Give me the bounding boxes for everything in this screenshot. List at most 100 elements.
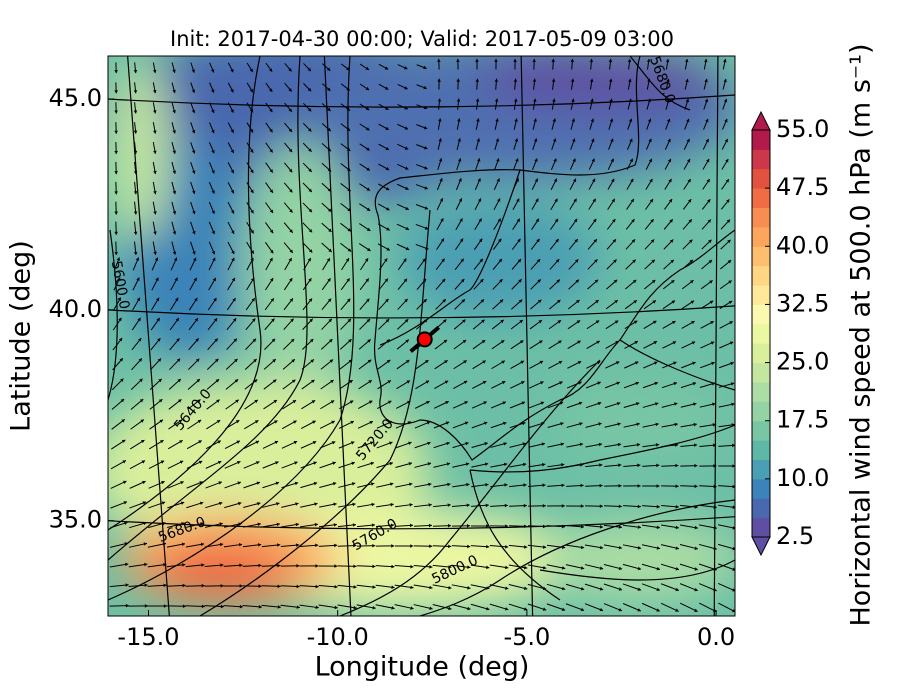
y-tick-label: 35.0 [49, 506, 102, 534]
arrow-head [371, 523, 375, 527]
arrow-head [685, 98, 690, 103]
arrow-head [270, 298, 274, 302]
arrow-head [114, 90, 118, 94]
arrow-head [724, 118, 728, 123]
arrow-head [479, 258, 483, 263]
arrow-head [486, 565, 490, 570]
arrow-head [630, 198, 634, 203]
arrow-head [675, 587, 679, 592]
wind-arrow [280, 585, 300, 588]
arrow-head [517, 238, 521, 243]
arrow-head [460, 278, 465, 283]
arrow-head [179, 440, 183, 444]
arrow-head [232, 298, 236, 302]
arrow-head [180, 501, 185, 505]
colorbar-segment [752, 246, 770, 267]
wind-arrow [451, 603, 471, 610]
arrow-head [161, 480, 165, 485]
arrow-head [276, 522, 280, 527]
arrow-head [580, 545, 585, 550]
arrow-head [403, 66, 408, 70]
wind-arrow [679, 524, 698, 529]
arrow-head [271, 338, 276, 343]
arrow-head [654, 381, 658, 386]
arrow-head [191, 89, 196, 93]
arrow-head [328, 208, 332, 212]
wind-arrow [603, 583, 623, 591]
arrow-head [212, 257, 216, 262]
arrow-head [616, 381, 620, 385]
arrow-head [732, 546, 735, 551]
wind-arrow [698, 583, 717, 592]
arrow-head [256, 461, 260, 465]
arrow-head [629, 138, 633, 143]
arrow-head [200, 542, 205, 547]
arrow-head [365, 278, 369, 282]
wind-arrow [698, 524, 717, 529]
contour [419, 499, 735, 616]
wind-arrow [204, 605, 224, 608]
arrow-head [598, 442, 602, 447]
arrow-head [478, 218, 482, 222]
arrow-head [125, 583, 129, 587]
arrow-head [561, 545, 566, 550]
colorbar-segment [752, 478, 770, 499]
arrow-head [163, 562, 167, 567]
arrow-head [516, 198, 520, 202]
arrow-head [220, 584, 224, 588]
arrow-head [515, 178, 519, 182]
arrow-head [462, 340, 467, 344]
arrow-head [288, 108, 292, 112]
arrow-head [175, 318, 179, 322]
arrow-head [591, 158, 595, 163]
arrow-head [230, 129, 234, 133]
arrow-head [269, 257, 273, 262]
wind-arrow [451, 584, 471, 589]
arrow-head [386, 207, 390, 211]
arrow-head [345, 258, 349, 262]
wind-arrow [166, 564, 186, 568]
arrow-head [199, 501, 204, 506]
arrow-head [609, 118, 614, 123]
wind-arrow [280, 523, 299, 528]
arrow-head [220, 604, 224, 609]
arrow-head [505, 524, 509, 528]
arrow-head [346, 278, 350, 282]
wind-arrow [318, 544, 338, 547]
arrow-head [390, 502, 394, 507]
arrow-head [524, 545, 528, 549]
arrow-head [688, 239, 693, 244]
arrow-head [429, 565, 433, 569]
arrow-head [687, 199, 692, 203]
arrow-head [540, 381, 544, 385]
arrow-head [309, 318, 313, 323]
arrow-head [365, 86, 370, 90]
colorbar-segment [752, 130, 770, 150]
arrow-head [691, 321, 695, 325]
arrow-head [647, 118, 652, 123]
arrow-head [327, 278, 331, 282]
arrow-head [656, 463, 660, 468]
arrow-head [369, 420, 373, 425]
arrow-head [533, 118, 537, 122]
arrow-head [191, 129, 196, 134]
arrow-head [257, 543, 262, 547]
arrow-head [386, 359, 391, 364]
wind-arrow [280, 604, 300, 608]
arrow-head [484, 462, 489, 467]
arrow-head [214, 338, 218, 342]
wind-arrow [109, 542, 129, 548]
wind-arrow [679, 544, 699, 550]
wind-arrow [186, 522, 204, 528]
arrow-head [272, 359, 276, 363]
arrow-head [731, 423, 735, 427]
arrow-head [532, 58, 536, 62]
arrow-head [404, 86, 408, 90]
colorbar-tick-label: 10.0 [776, 464, 829, 492]
arrow-head [457, 138, 461, 142]
arrow-head [599, 545, 604, 550]
arrow-head [230, 189, 235, 194]
arrow-head [437, 58, 441, 62]
arrow-head [628, 78, 632, 83]
arrow-head [114, 70, 118, 74]
